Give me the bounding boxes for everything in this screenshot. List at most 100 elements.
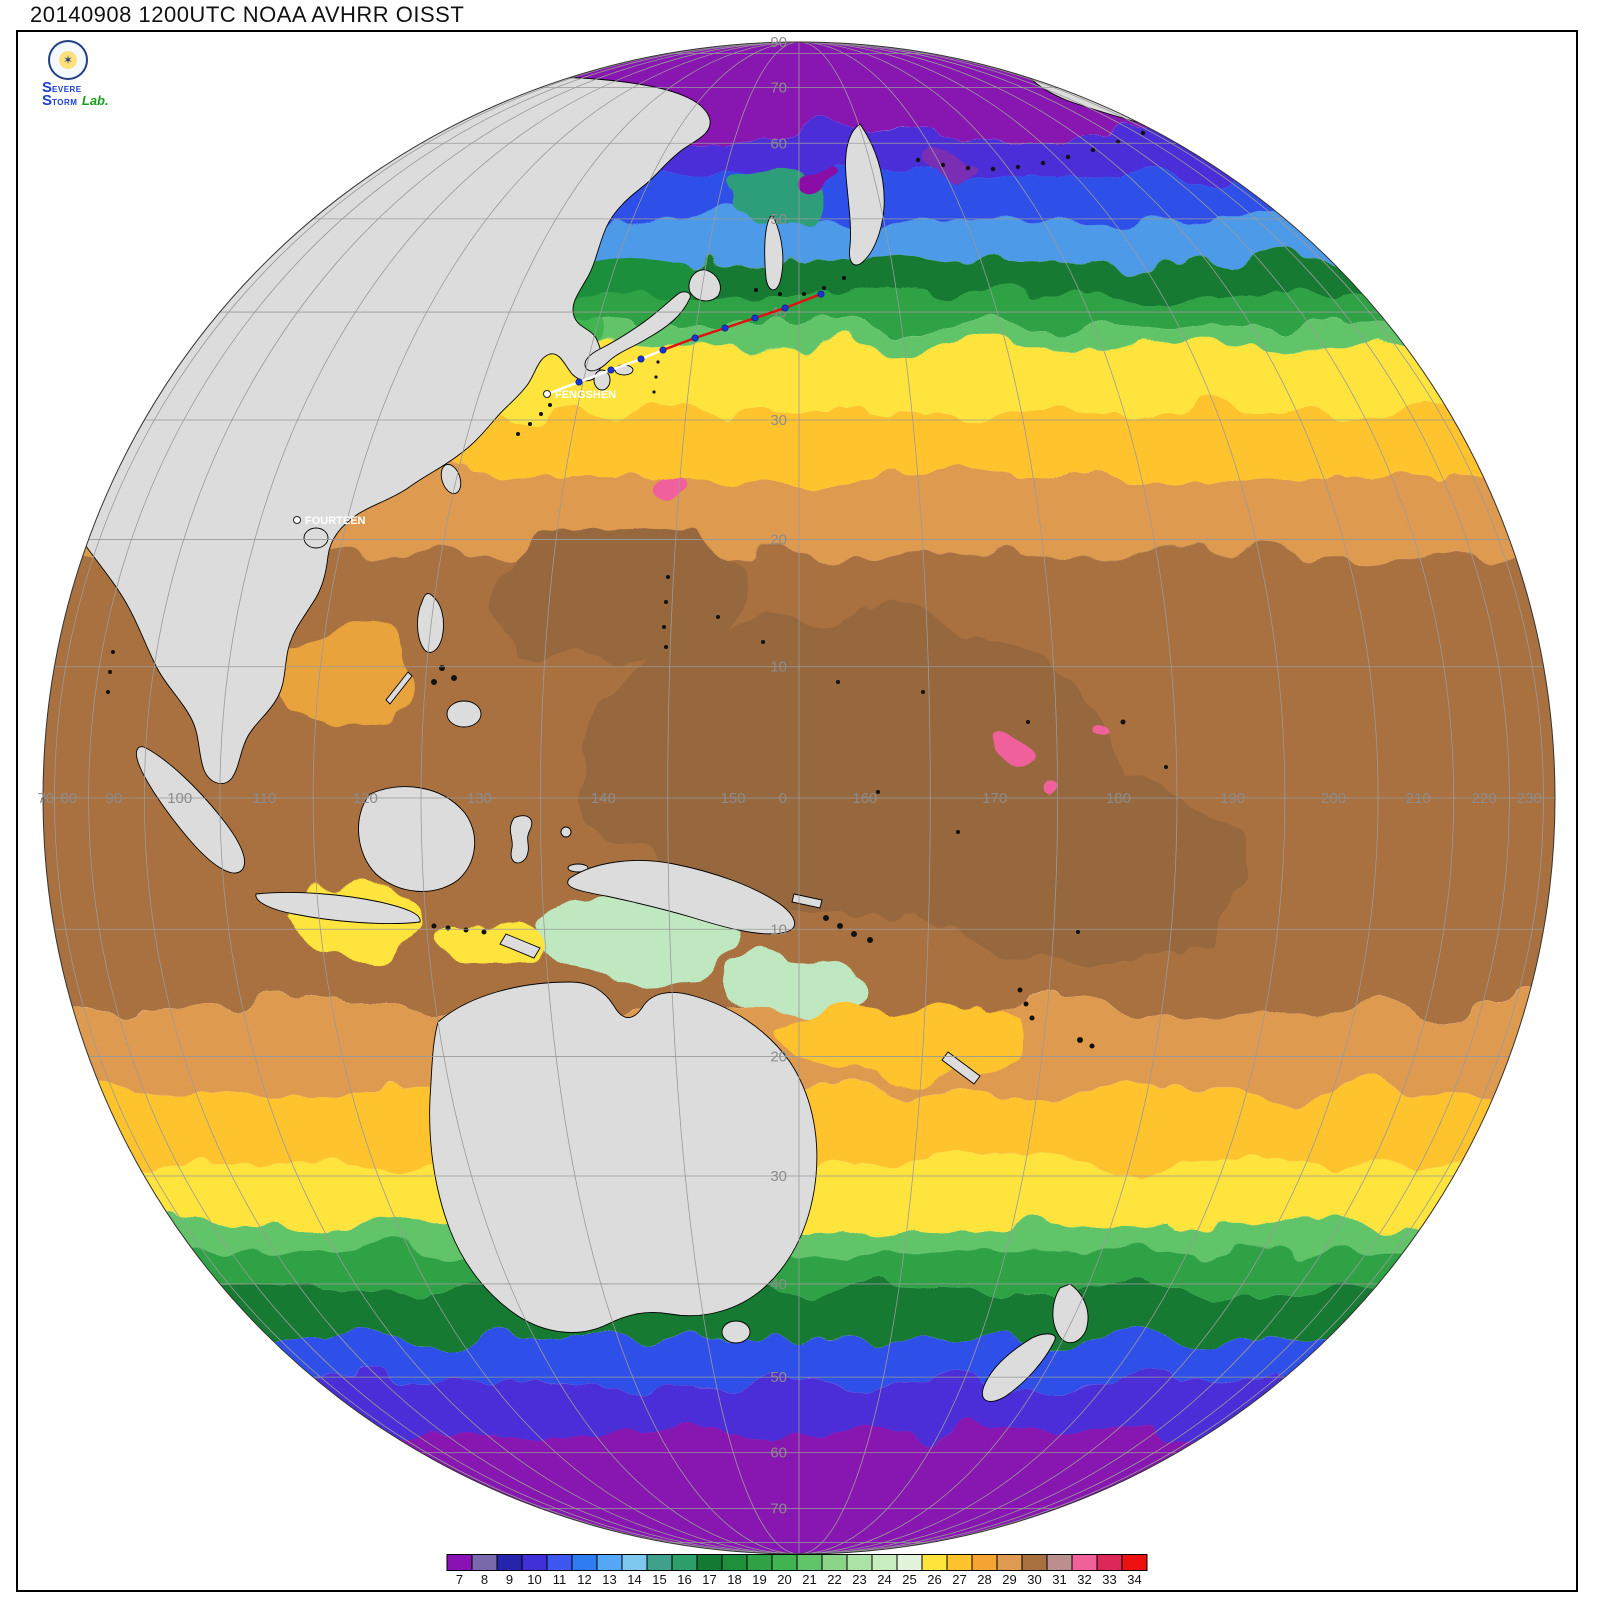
colorbar-value-label: 31 xyxy=(1052,1572,1067,1587)
ssl-logo: ✶ SEVERE STORM Lab. xyxy=(42,40,172,108)
meridian-line xyxy=(798,41,1455,1555)
landmass-timor xyxy=(499,933,541,959)
colorbar-labels: 7 8 9 10 11 12 13 14 15 16 17 18 19 20 21 22 23 24 25 26 27 2… xyxy=(447,1572,1147,1587)
landmass-australia xyxy=(429,981,818,1333)
colorbar-value-label: 16 xyxy=(677,1572,692,1587)
colorbar-value-label: 23 xyxy=(852,1572,867,1587)
latitude-label: 30 xyxy=(770,412,787,429)
colorbar-swatch xyxy=(1047,1555,1073,1570)
sst-patch xyxy=(658,475,688,493)
longitude-label: 220 xyxy=(1472,790,1497,807)
landmass-nz-north-island xyxy=(1052,1283,1089,1344)
landmass-halmahera xyxy=(560,826,572,838)
colorbar-swatch xyxy=(1072,1555,1098,1570)
landmass-sulawesi xyxy=(509,815,533,864)
colorbar-swatch xyxy=(872,1555,898,1570)
latitude-label: 50 xyxy=(770,211,787,228)
colorbar-value-label: 21 xyxy=(802,1572,817,1587)
landmass-luzon xyxy=(417,593,444,653)
colorbar-value-label: 20 xyxy=(777,1572,792,1587)
colorbar-swatch xyxy=(922,1555,948,1570)
sst-patch xyxy=(1092,725,1114,739)
colorbar-value-label: 13 xyxy=(602,1572,617,1587)
latitude-label: 40 xyxy=(770,1276,787,1293)
colorbar-value-label: 18 xyxy=(727,1572,742,1587)
longitude-label: 80 xyxy=(60,790,77,807)
longitude-label: 70 xyxy=(38,790,55,807)
sst-globe-map: 70 80 90 100 110 120 130 140 150 160 170 180 190 200 2… xyxy=(38,34,1556,1555)
colorbar-value-label: 27 xyxy=(952,1572,967,1587)
meridian-line xyxy=(798,41,1544,1555)
meridian-line xyxy=(54,41,800,1555)
meridian-line xyxy=(798,41,1510,1555)
colorbar-swatch xyxy=(822,1555,848,1570)
page-title: 20140908 1200UTC NOAA AVHRR OISST xyxy=(30,2,465,27)
colorbar-value-label: 11 xyxy=(552,1572,567,1587)
sst-patch xyxy=(488,522,748,662)
landmass-new-britain xyxy=(791,893,823,909)
landmass-hainan xyxy=(303,527,329,549)
graticule xyxy=(43,41,1555,1555)
storm-name-label: FENGSHEN xyxy=(555,389,616,401)
island-specks xyxy=(106,130,1168,1049)
colorbar-swatch xyxy=(972,1555,998,1570)
colorbar-swatch xyxy=(447,1555,473,1570)
sst-band xyxy=(43,1339,1555,1385)
landmass-java xyxy=(255,891,421,925)
latitude-label: 10 xyxy=(770,921,787,938)
landmass-hokkaido xyxy=(688,269,721,302)
colorbar-value-label: 15 xyxy=(652,1572,667,1587)
latitude-label: 70 xyxy=(770,80,787,97)
colorbar-swatch xyxy=(672,1555,698,1570)
latitude-label: 60 xyxy=(770,1445,787,1462)
colorbar-value-label: 14 xyxy=(627,1572,642,1587)
colorbar-swatch xyxy=(847,1555,873,1570)
colorbar-value-label: 10 xyxy=(527,1572,542,1587)
logo-word-storm-initial: S xyxy=(42,92,53,109)
longitude-label: 140 xyxy=(591,790,616,807)
meridian-line xyxy=(540,41,800,1555)
latitude-label: 0 xyxy=(779,790,787,807)
latitude-label: 20 xyxy=(770,1049,787,1066)
meridian-line xyxy=(798,41,931,1555)
track-fix-marker xyxy=(637,355,645,363)
longitude-label: 190 xyxy=(1220,790,1245,807)
colorbar-swatch xyxy=(622,1555,648,1570)
longitude-label: 110 xyxy=(252,790,276,807)
colorbar-swatch xyxy=(547,1555,573,1570)
colorbar-value-label: 9 xyxy=(505,1572,514,1587)
noaa-seal-icon: ✶ xyxy=(48,40,88,80)
colorbar-value-label: 32 xyxy=(1077,1572,1092,1587)
latitude-label: 20 xyxy=(770,531,787,548)
sst-band xyxy=(43,42,1555,133)
latitude-label: 90 xyxy=(770,34,787,51)
longitude-label: 130 xyxy=(467,790,492,807)
colorbar-swatch xyxy=(1022,1555,1048,1570)
longitude-label: 170 xyxy=(982,790,1007,807)
sst-patch xyxy=(572,256,704,304)
landmass-kamchatka xyxy=(845,123,885,266)
sst-band xyxy=(43,1384,1555,1434)
colorbar-value-label: 28 xyxy=(977,1572,992,1587)
track-fix-marker xyxy=(575,378,583,386)
landmass-tasmania xyxy=(721,1320,751,1344)
map-frame: 70 80 90 100 110 120 130 140 150 160 170 180 190 200 2… xyxy=(16,30,1578,1592)
track-fix-marker xyxy=(691,334,699,342)
meridian-line xyxy=(312,41,800,1555)
colorbar-value-label: 33 xyxy=(1102,1572,1117,1587)
longitude-label: 230 xyxy=(1517,790,1542,807)
logo-word-lab: Lab. xyxy=(81,93,109,108)
track-segment xyxy=(662,292,822,352)
colorbar-swatch xyxy=(997,1555,1023,1570)
longitude-label: 210 xyxy=(1406,790,1431,807)
track-fix-marker xyxy=(817,290,825,298)
landmass-new-caledonia xyxy=(941,1051,981,1085)
colorbar-swatch xyxy=(472,1555,498,1570)
sst-patch xyxy=(924,153,972,177)
colorbar-value-label: 29 xyxy=(1002,1572,1017,1587)
colorbar-value-label: 30 xyxy=(1027,1572,1042,1587)
landmass-new-guinea xyxy=(567,860,795,935)
storm-name-label: FOURTEEN xyxy=(305,515,366,527)
meridian-line xyxy=(143,41,800,1555)
longitude-label: 120 xyxy=(353,790,378,807)
